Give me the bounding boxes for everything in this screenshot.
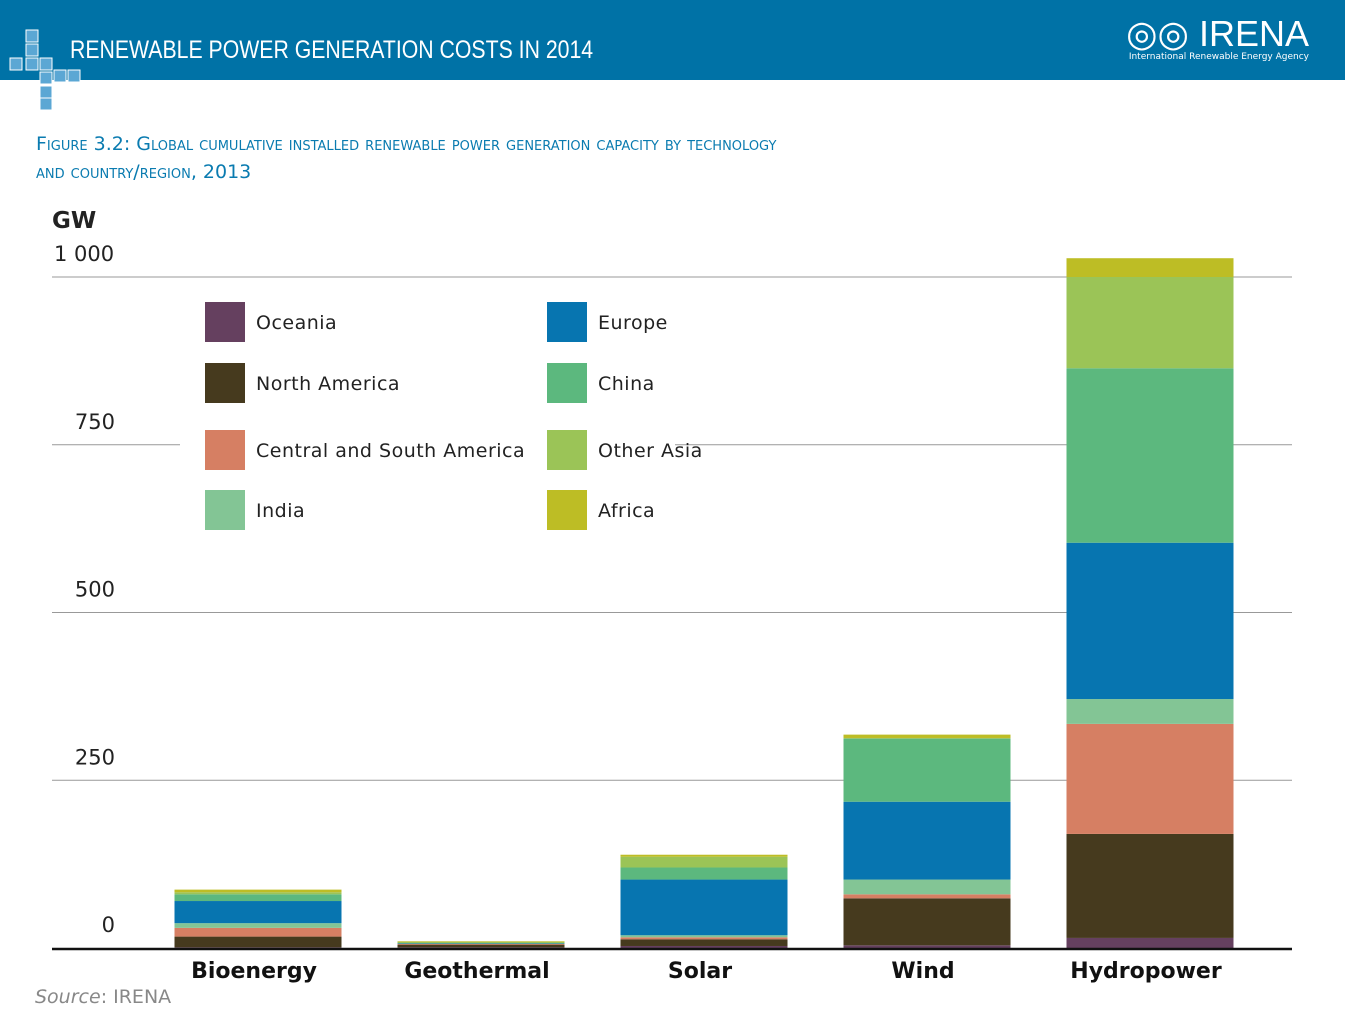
bar-segment-bioenergy-africa — [174, 889, 342, 893]
legend-label: Africa — [598, 500, 655, 522]
y-tick-label: 750 — [75, 410, 115, 434]
y-tick-label: 1 000 — [54, 242, 114, 266]
source-note: Source: IRENA — [35, 986, 171, 1008]
bar-segment-geothermal-central-and-south-america — [397, 943, 565, 945]
bar-segment-hydropower-india — [1066, 699, 1234, 724]
source-label: Source — [35, 986, 101, 1008]
legend-swatch-central-and-south-america — [205, 430, 245, 470]
globe-icon: ◎◎ — [1126, 13, 1199, 54]
logo-subtitle: International Renewable Energy Agency — [1128, 52, 1309, 62]
legend-label: India — [256, 500, 305, 522]
bar-segment-bioenergy-north-america — [174, 936, 342, 948]
source-text: : IRENA — [100, 986, 172, 1008]
bar-segment-solar-india — [620, 935, 788, 938]
figure-title-line1: Figure 3.2: Global cumulative installed … — [36, 133, 777, 155]
bar-segment-bioenergy-central-and-south-america — [174, 927, 342, 937]
bar-segment-solar-north-america — [620, 939, 788, 946]
bar-segment-bioenergy-oceania — [174, 947, 342, 948]
bar-segment-hydropower-china — [1066, 368, 1234, 543]
irena-cross-icon — [9, 29, 81, 111]
bar-segment-hydropower-oceania — [1066, 937, 1234, 948]
bar-segment-wind-africa — [843, 734, 1011, 738]
legend-swatch-north-america — [205, 363, 245, 403]
legend-label: China — [598, 373, 655, 395]
bar-segment-solar-central-and-south-america — [620, 937, 788, 940]
bar-segment-bioenergy-china — [174, 894, 342, 902]
irena-logo: ◎◎ IRENA International Renewable Energy … — [1126, 13, 1309, 63]
legend-label: Oceania — [256, 312, 337, 334]
legend-swatch-other-asia — [547, 430, 587, 470]
bar-segment-wind-oceania — [843, 945, 1011, 948]
bar-segment-hydropower-africa — [1066, 258, 1234, 277]
legend-label: North America — [256, 373, 400, 395]
bar-segment-solar-europe — [620, 879, 788, 936]
figure-title: Figure 3.2: Global cumulative installed … — [36, 130, 776, 186]
header-title: RENEWABLE POWER GENERATION COSTS IN 2014 — [70, 36, 594, 64]
logo-text: IRENA — [1198, 13, 1309, 54]
bar-segment-wind-central-and-south-america — [843, 894, 1011, 899]
bar-segment-geothermal-north-america — [397, 944, 565, 948]
x-tick-label: Wind — [891, 959, 954, 984]
legend-swatch-europe — [547, 302, 587, 342]
legend-swatch-india — [205, 490, 245, 530]
bar-segment-geothermal-africa — [397, 941, 565, 942]
legend-background — [180, 285, 675, 545]
bar-segment-hydropower-north-america — [1066, 833, 1234, 938]
y-axis-label: GW — [52, 208, 96, 234]
bar-segment-geothermal-oceania — [397, 947, 565, 948]
stacked-bar-chart: 0 250 500 750 1 000 GW Oceania North America Cen… — [52, 208, 1292, 984]
y-tick-label: 0 — [102, 913, 115, 937]
x-tick-label: Hydropower — [1070, 959, 1222, 984]
bar-segment-solar-oceania — [620, 945, 788, 948]
legend-label: Other Asia — [598, 440, 703, 462]
bar-segment-hydropower-central-and-south-america — [1066, 723, 1234, 834]
bar-segment-bioenergy-india — [174, 923, 342, 928]
figure-title-line2: and country/region, 2013 — [36, 161, 252, 183]
legend-label: Europe — [598, 312, 668, 334]
legend-swatch-africa — [547, 490, 587, 530]
bar-segment-bioenergy-europe — [174, 901, 342, 924]
legend-label: Central and South America — [256, 440, 525, 462]
bar-segment-hydropower-europe — [1066, 542, 1234, 700]
bar-segment-wind-europe — [843, 801, 1011, 880]
bar-segment-wind-north-america — [843, 898, 1011, 946]
y-tick-label: 250 — [75, 745, 115, 769]
bar-segment-wind-china — [843, 738, 1011, 802]
bar-segment-wind-other-asia — [843, 737, 1011, 739]
legend-swatch-oceania — [205, 302, 245, 342]
x-tick-label: Solar — [668, 959, 732, 984]
bar-segment-solar-other-asia — [620, 856, 788, 868]
bar-segment-hydropower-other-asia — [1066, 277, 1234, 369]
bar-segment-bioenergy-other-asia — [174, 892, 342, 895]
y-tick-label: 500 — [75, 578, 115, 602]
x-tick-label: Bioenergy — [191, 959, 317, 984]
bar-segment-wind-india — [843, 879, 1011, 895]
legend-swatch-china — [547, 363, 587, 403]
x-tick-label: Geothermal — [404, 959, 549, 984]
header-bar: RENEWABLE POWER GENERATION COSTS IN 2014… — [0, 0, 1345, 111]
bar-segment-solar-china — [620, 867, 788, 880]
bar-segment-geothermal-other-asia — [397, 941, 565, 944]
bar-segment-solar-africa — [620, 854, 788, 857]
bar-segment-geothermal-europe — [397, 943, 565, 944]
